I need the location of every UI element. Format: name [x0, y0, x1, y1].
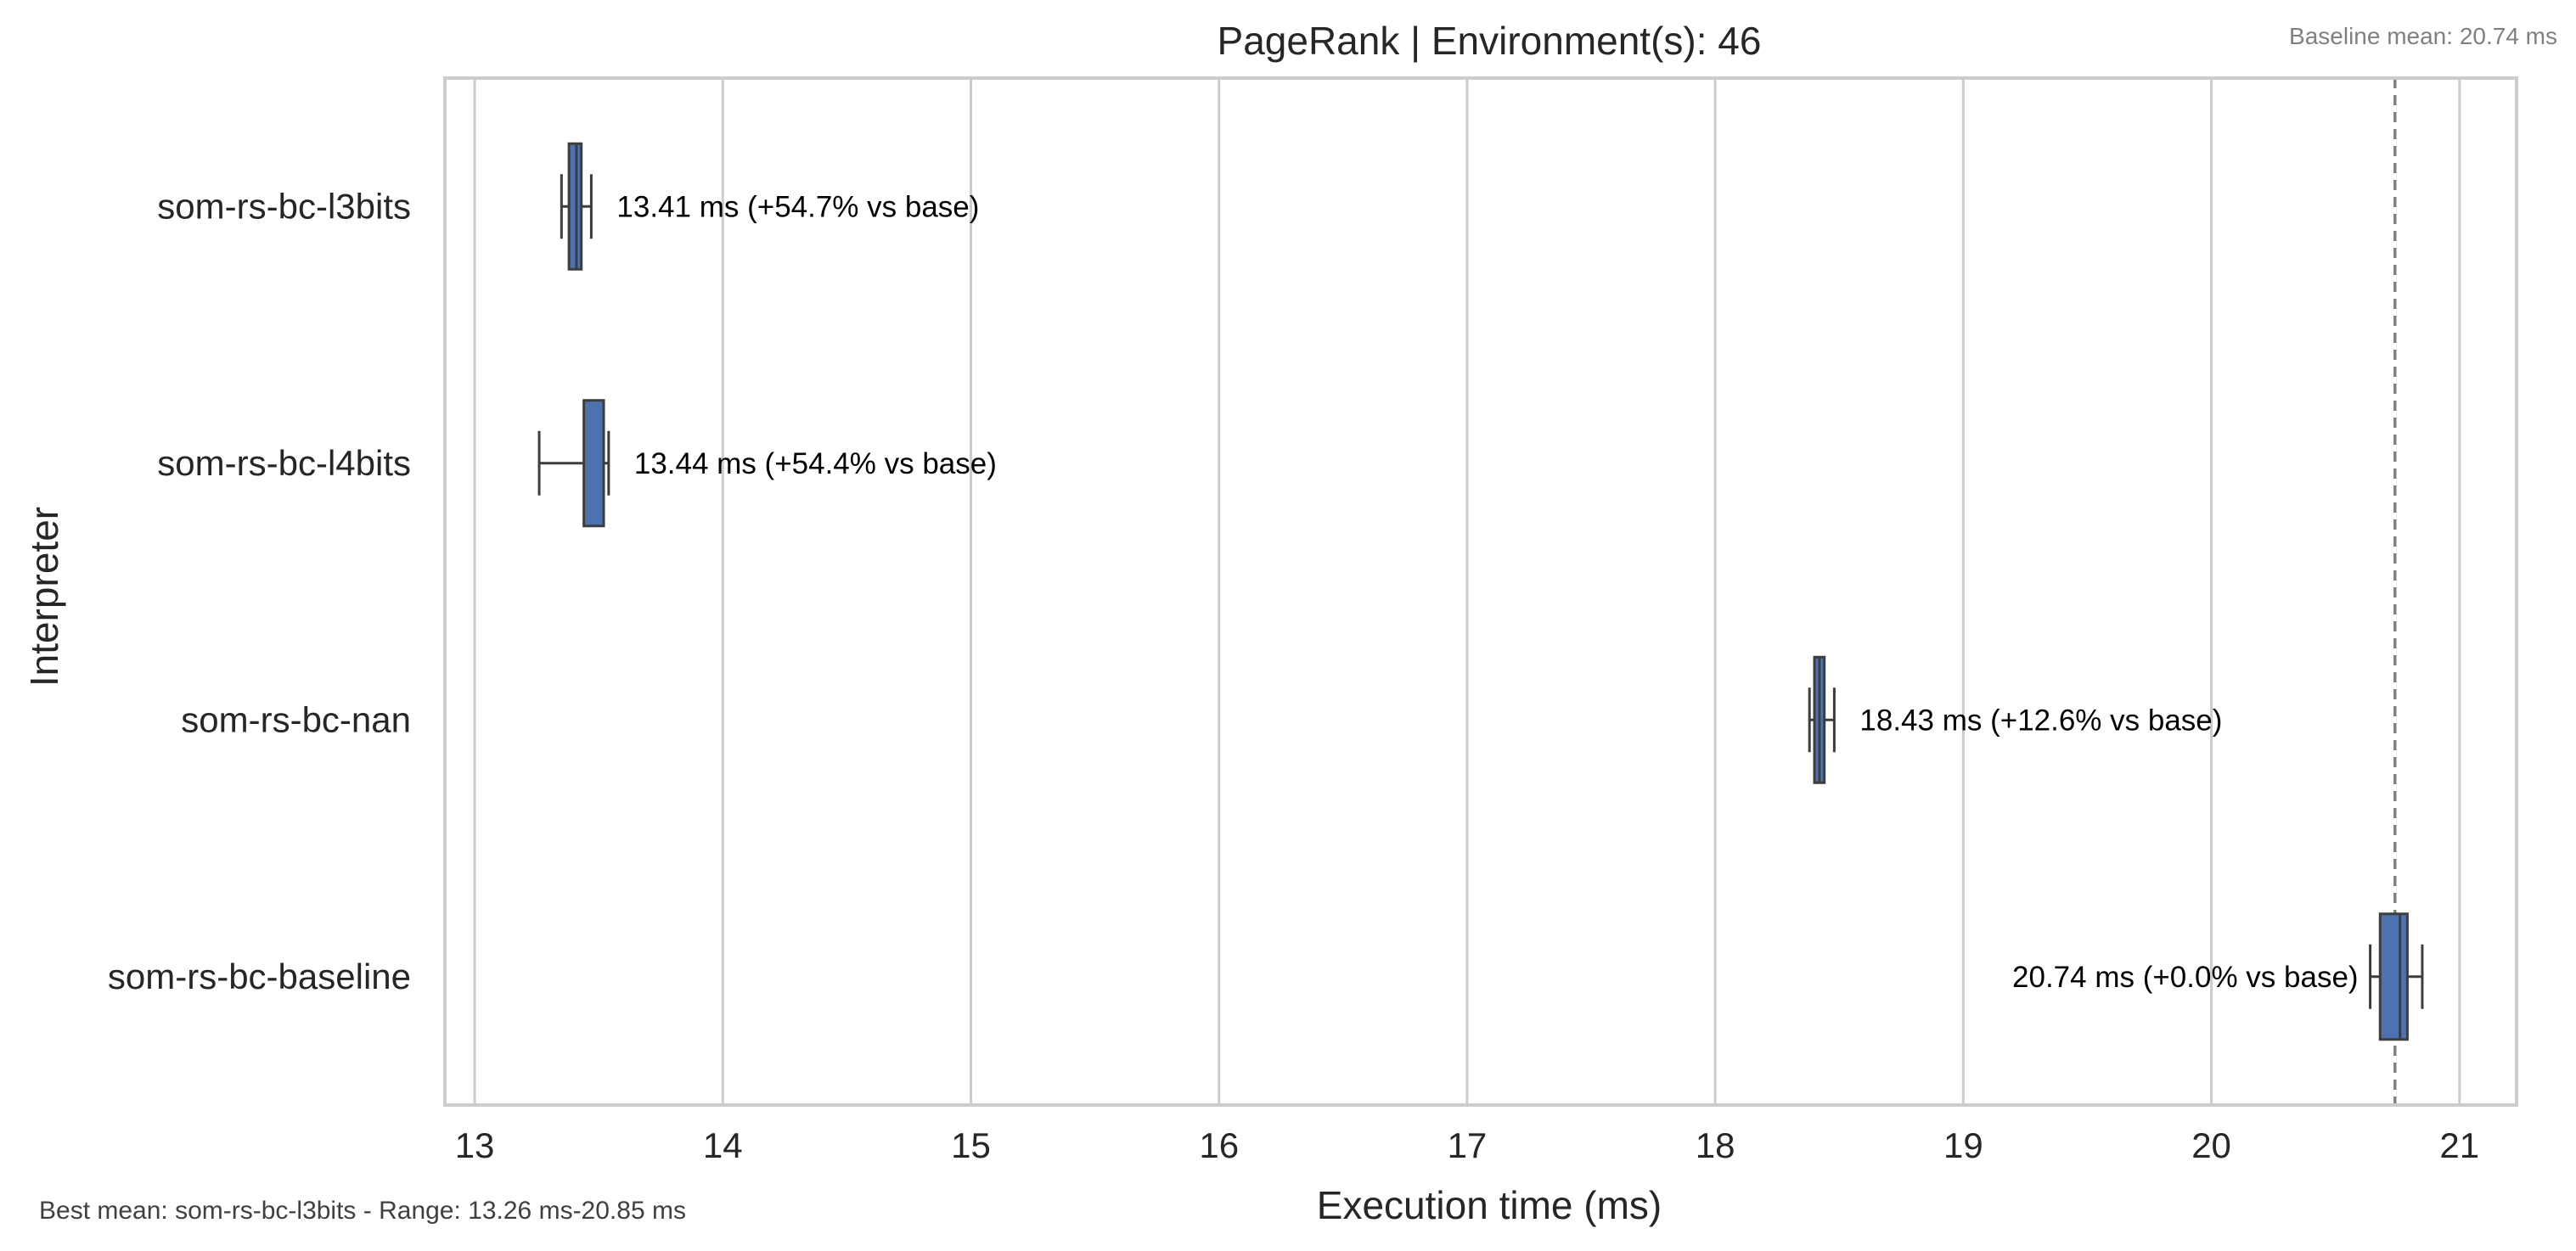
box	[2378, 912, 2409, 1041]
x-tick-label: 19	[1943, 1125, 1983, 1165]
grid-lines	[473, 78, 2461, 1105]
x-tick-label: 14	[703, 1125, 743, 1165]
data-labels: 13.41 ms (+54.7% vs base) 13.44 ms (+54.4…	[616, 190, 2358, 994]
x-tick-label: 17	[1448, 1125, 1488, 1165]
boxplot-som-rs-bc-baseline	[2369, 912, 2424, 1041]
boxplot-som-rs-bc-nan	[1808, 655, 1836, 784]
y-tick-label: som-rs-bc-l3bits	[157, 186, 411, 226]
chart-title: PageRank | Environment(s): 46	[1218, 19, 1762, 63]
y-tick-label: som-rs-bc-l4bits	[157, 443, 411, 483]
data-label: 18.43 ms (+12.6% vs base)	[1859, 704, 2222, 737]
x-tick-label: 18	[1696, 1125, 1735, 1165]
x-tick-label: 20	[2191, 1125, 2231, 1165]
axis-ticks: 13 14 15 16 17 18 19 20 21 som-rs-bc-l3bits som-rs…	[108, 186, 2479, 1165]
data-label: 13.44 ms (+54.4% vs base)	[634, 447, 997, 480]
baseline-mean-note: Baseline mean: 20.74 ms	[2289, 23, 2557, 49]
box	[582, 399, 605, 528]
data-label: 13.41 ms (+54.7% vs base)	[616, 190, 979, 223]
boxplot-som-rs-bc-l3bits	[560, 142, 593, 271]
plot-frame	[443, 76, 2518, 1107]
data-label: 20.74 ms (+0.0% vs base)	[2012, 961, 2359, 994]
boxplot-som-rs-bc-l4bits	[537, 399, 610, 528]
x-tick-label: 16	[1199, 1125, 1239, 1165]
x-axis-label: Execution time (ms)	[1317, 1183, 1662, 1227]
boxplots	[537, 142, 2424, 1041]
x-tick-label: 21	[2439, 1125, 2479, 1165]
x-tick-label: 15	[951, 1125, 991, 1165]
x-tick-label: 13	[455, 1125, 495, 1165]
y-tick-label: som-rs-bc-baseline	[108, 956, 411, 996]
y-tick-label: som-rs-bc-nan	[181, 699, 411, 739]
best-mean-footer: Best mean: som-rs-bc-l3bits - Range: 13.…	[39, 1197, 686, 1225]
y-axis-label: Interpreter	[22, 507, 66, 687]
